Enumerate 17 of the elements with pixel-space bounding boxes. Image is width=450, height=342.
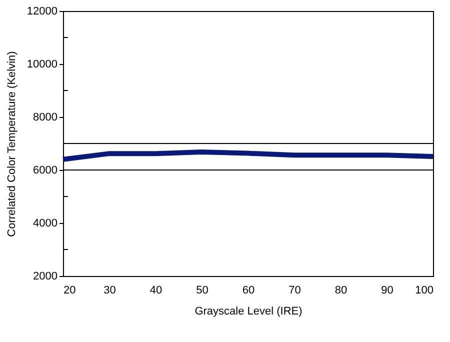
y-tick-label: 10000 [26, 58, 58, 70]
x-tick-label: 90 [381, 284, 394, 296]
y-tick-label: 12000 [26, 6, 58, 18]
x-tick-label: 20 [64, 284, 76, 296]
x-tick-label: 70 [288, 284, 301, 296]
x-tick-label: 60 [242, 284, 255, 296]
x-tick-label: 100 [415, 284, 434, 296]
y-tick-label: 2000 [33, 270, 58, 282]
y-tick-label: 6000 [33, 164, 58, 176]
x-tick-label: 40 [150, 284, 162, 296]
y-tick-label: 4000 [33, 218, 58, 230]
y-tick-label: 8000 [33, 112, 58, 124]
x-tick-label: 50 [196, 284, 208, 296]
y-axis-title: Correlated Color Temperature (Kelvin) [6, 51, 18, 237]
x-axis-title: Grayscale Level (IRE) [194, 306, 302, 318]
x-tick-label: 30 [104, 284, 116, 296]
x-tick-label: 80 [334, 284, 348, 296]
